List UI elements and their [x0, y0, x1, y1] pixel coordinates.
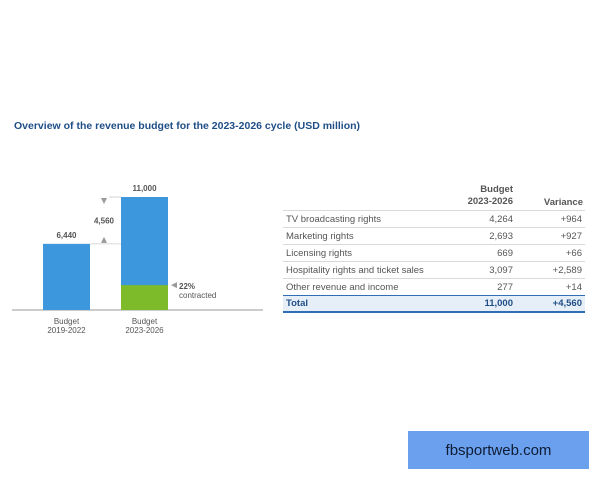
bar: [43, 243, 90, 310]
row-budget: 4,264: [489, 213, 513, 225]
row-label: Marketing rights: [286, 230, 354, 242]
contracted-percent-label: 22%: [179, 282, 195, 291]
table-row: Licensing rights 669 +66: [283, 244, 585, 261]
header-budget-line2: 2023-2026: [467, 196, 513, 207]
chart-title: Overview of the revenue budget for the 2…: [14, 120, 361, 132]
total-variance: +4,560: [552, 298, 582, 309]
row-label: TV broadcasting rights: [286, 213, 382, 225]
category-label: 2019-2022: [47, 326, 86, 335]
contracted-text-label: contracted: [179, 291, 216, 300]
header-budget: Budget 2023-2026: [283, 184, 513, 208]
bar-value-label: 11,000: [132, 184, 157, 193]
increase-arrow-up-icon: [101, 236, 107, 243]
bar-chart: 6,440Budget2019-202211,000Budget2023-202…: [12, 184, 263, 335]
category-label: 2023-2026: [125, 326, 164, 335]
header-variance: Variance: [543, 197, 583, 208]
category-label: Budget: [132, 317, 158, 326]
total-label: Total: [286, 298, 308, 309]
table-row: TV broadcasting rights 4,264 +964: [283, 210, 585, 227]
row-label: Licensing rights: [286, 247, 353, 259]
header-budget-line1: Budget: [480, 184, 513, 195]
row-variance: +927: [560, 230, 582, 242]
row-budget: 3,097: [489, 264, 513, 276]
contracted-pointer-icon: [171, 282, 177, 289]
contracted-segment: [121, 285, 168, 310]
table-row: Other revenue and income 277 +14: [283, 278, 585, 295]
row-label: Hospitality rights and ticket sales: [286, 264, 424, 276]
table-header: Budget 2023-2026 Variance: [283, 180, 585, 210]
row-label: Other revenue and income: [286, 281, 399, 293]
row-budget: 669: [497, 247, 513, 259]
revenue-table: Budget 2023-2026 Variance TV broadcastin…: [283, 180, 585, 313]
table-row: Marketing rights 2,693 +927: [283, 227, 585, 244]
row-variance: +964: [560, 213, 582, 225]
row-variance: +66: [565, 247, 582, 259]
category-label: Budget: [54, 317, 80, 326]
table-total-row: Total 11,000 +4,560: [283, 295, 585, 313]
total-budget: 11,000: [484, 298, 513, 309]
row-variance: +2,589: [552, 264, 582, 276]
increase-arrow-down-icon: [101, 198, 107, 204]
row-budget: 277: [497, 281, 513, 293]
row-budget: 2,693: [489, 230, 513, 242]
table-row: Hospitality rights and ticket sales 3,09…: [283, 261, 585, 278]
row-variance: +14: [565, 281, 582, 293]
bar-value-label: 6,440: [56, 231, 77, 240]
watermark-banner: fbsportweb.com: [408, 431, 589, 469]
increase-label: 4,560: [94, 216, 115, 225]
